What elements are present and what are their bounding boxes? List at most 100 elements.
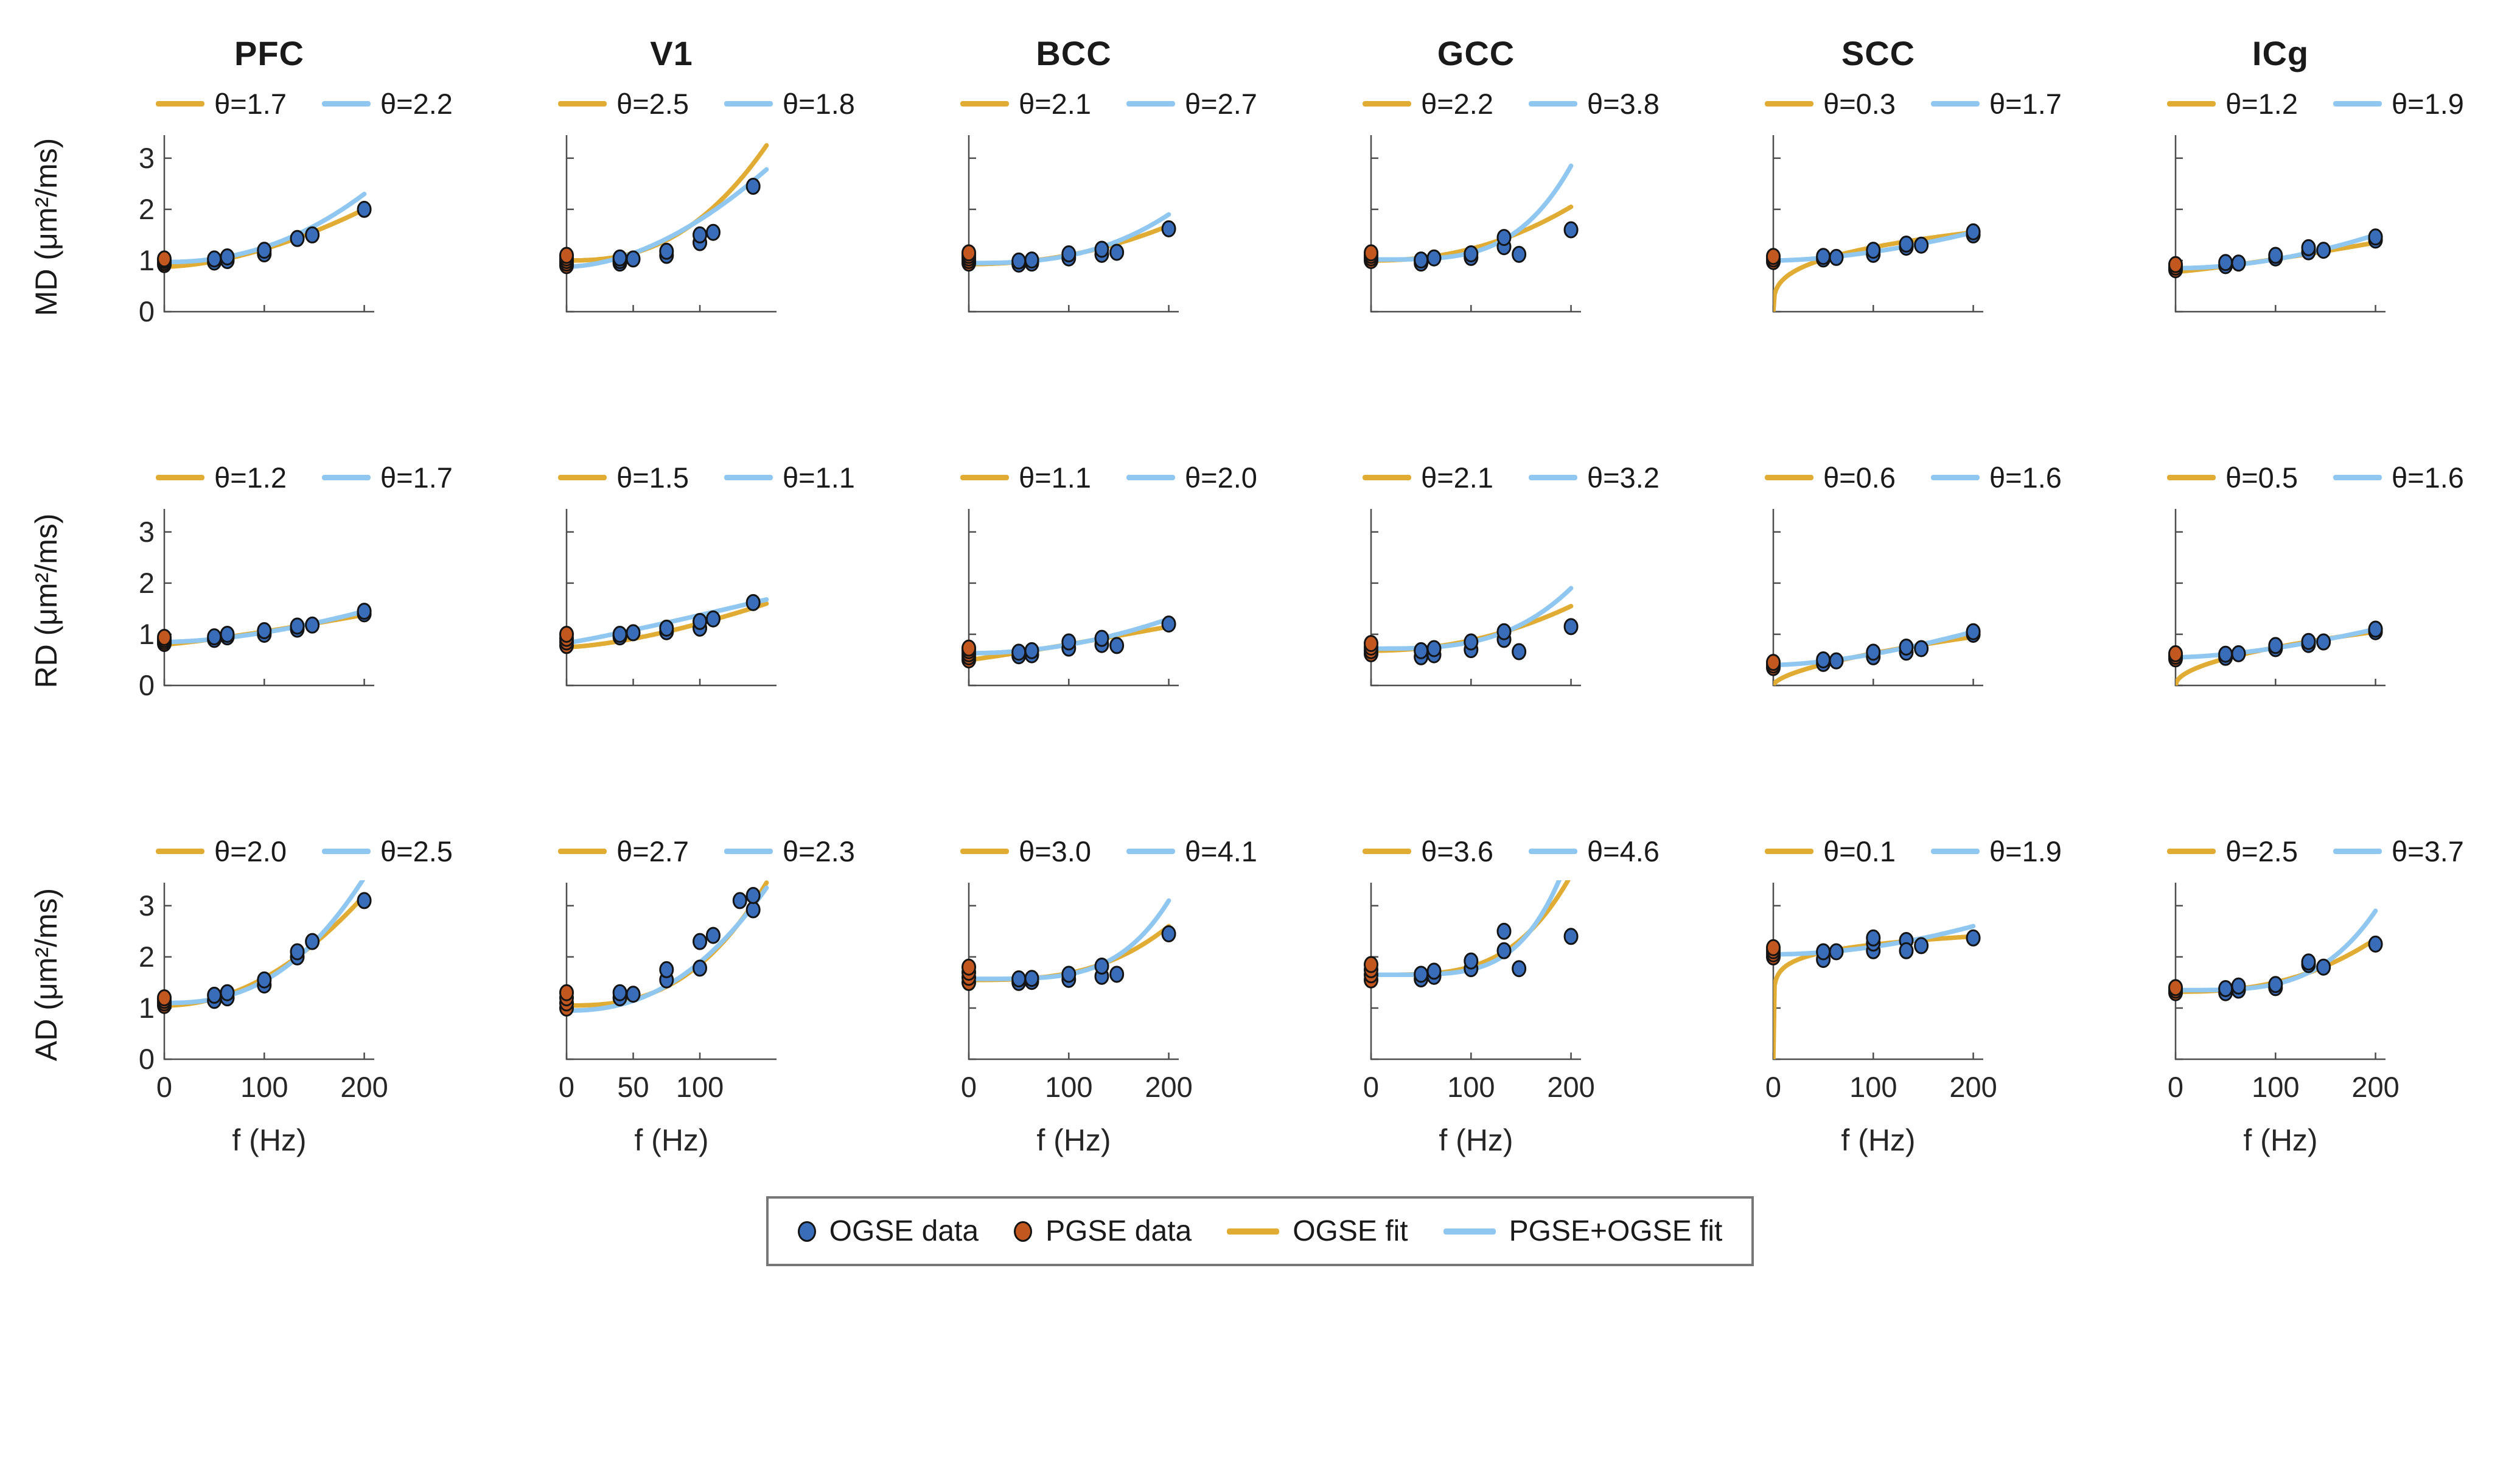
ogse-data-point bbox=[1011, 970, 1027, 988]
ogse-fit-swatch-icon bbox=[156, 848, 205, 854]
y-tick-label: 3 bbox=[139, 516, 155, 548]
legend-label: OGSE fit bbox=[1293, 1215, 1408, 1247]
y-tick-label: 2 bbox=[139, 941, 155, 973]
x-tick-label: 200 bbox=[1145, 1071, 1192, 1103]
column-title-v1: V1 bbox=[650, 34, 693, 72]
ogse-data-point bbox=[1496, 229, 1512, 247]
ogse-data-point bbox=[1094, 958, 1109, 975]
ogse-data-point bbox=[1866, 242, 1881, 259]
ogse-theta-label: θ=3.0 bbox=[1019, 835, 1091, 867]
ogse-theta-label: θ=2.0 bbox=[214, 835, 287, 867]
pgse-ogse-theta-label: θ=2.0 bbox=[1185, 461, 1257, 494]
ogse-data-point bbox=[2268, 976, 2283, 993]
pgse-ogse-fit-swatch-icon bbox=[1126, 100, 1175, 107]
x-tick-label: 0 bbox=[1765, 1071, 1781, 1103]
x-axis-label: f (Hz) bbox=[634, 1123, 708, 1157]
ogse-data-point bbox=[2368, 228, 2383, 246]
ogse-data-point bbox=[1011, 252, 1027, 270]
ogse-data-point bbox=[357, 892, 372, 909]
ogse-data-point bbox=[693, 226, 708, 244]
subplot-ad-icg: 0 100 200 f (Hz) bbox=[2168, 883, 2400, 1157]
pgse-ogse-fit-swatch-icon bbox=[724, 474, 773, 480]
ogse-theta-label: θ=2.5 bbox=[2225, 835, 2298, 867]
ogse-data-point bbox=[207, 986, 222, 1004]
pgse-ogse-fit-swatch-icon bbox=[1529, 100, 1577, 107]
pgse-data-point bbox=[1766, 939, 1781, 956]
row-md-gutter: MD (μm²/ms) bbox=[0, 78, 103, 330]
ogse-data-point bbox=[732, 892, 747, 909]
pgse-ogse-theta-label: θ=3.2 bbox=[1587, 461, 1660, 494]
ogse-data-point bbox=[2316, 242, 2331, 259]
ogse-data-point bbox=[257, 622, 272, 640]
ogse-data-point bbox=[1866, 929, 1881, 947]
ogse-data-point bbox=[207, 250, 222, 268]
ogse-data-point bbox=[1829, 943, 1844, 961]
ogse-theta-label: θ=0.3 bbox=[1823, 87, 1896, 120]
ogse-data-point bbox=[1563, 221, 1579, 239]
ogse-data-point bbox=[626, 986, 641, 1003]
x-tick-label: 0 bbox=[961, 1071, 977, 1103]
ogse-data-point bbox=[745, 901, 761, 919]
legend-label: PGSE data bbox=[1045, 1215, 1192, 1247]
plot-cell-rd-bcc: θ=1.1 θ=2.0 bbox=[908, 452, 1310, 704]
plot-cell-rd-pfc: θ=1.2 θ=1.7 0 1 2 3 bbox=[103, 452, 506, 704]
pgse-data-point bbox=[962, 958, 976, 976]
ogse-fit-swatch-icon bbox=[1363, 100, 1412, 107]
ogse-theta-label: θ=1.5 bbox=[616, 461, 689, 494]
theta-legend: θ=2.1 θ=3.2 bbox=[1310, 452, 1712, 503]
column-title-pfc: PFC bbox=[234, 34, 304, 72]
ogse-data-point bbox=[2218, 980, 2233, 997]
ogse-fit-swatch-icon bbox=[2167, 100, 2216, 107]
ogse-data-point bbox=[705, 610, 721, 628]
pgse-ogse-theta-label: θ=1.9 bbox=[1989, 835, 2062, 867]
theta-legend: θ=0.1 θ=1.9 bbox=[1712, 825, 2114, 877]
ogse-data-point bbox=[1094, 240, 1109, 258]
y-tick-label: 3 bbox=[139, 142, 155, 174]
ogse-theta-label: θ=0.6 bbox=[1823, 461, 1896, 494]
row-rd-gutter: RD (μm²/ms) bbox=[0, 452, 103, 704]
pgse-ogse-theta-label: θ=4.1 bbox=[1185, 835, 1257, 867]
ogse-fit-line-icon bbox=[1227, 1228, 1280, 1235]
ogse-fit-swatch-icon bbox=[2167, 848, 2216, 854]
pgse-ogse-fit-swatch-icon bbox=[2333, 100, 2382, 107]
subplot-md-pfc: 0 1 2 3 bbox=[139, 135, 374, 328]
legend-item-ogse-data: OGSE data bbox=[797, 1214, 979, 1248]
pgse-ogse-theta-label: θ=2.5 bbox=[380, 835, 453, 867]
ogse-data-point bbox=[612, 249, 627, 267]
x-tick-label: 0 bbox=[1363, 1071, 1379, 1103]
theta-legend: θ=1.7 θ=2.2 bbox=[103, 78, 505, 129]
plot-cell-md-gcc: θ=2.2 θ=3.8 bbox=[1310, 78, 1712, 330]
pgse-data-point bbox=[559, 625, 574, 643]
pgse-data-point bbox=[157, 250, 172, 268]
ogse-data-point bbox=[2368, 935, 2383, 953]
ogse-fit-swatch-icon bbox=[1363, 848, 1412, 854]
plot-cell-rd-gcc: θ=2.1 θ=3.2 bbox=[1310, 452, 1712, 704]
pgse-ogse-fit-swatch-icon bbox=[1931, 848, 1980, 854]
figure: PFC V1 BCC GCC SCC ICg MD (μm²/ms) θ=1.7 θ=2.2… bbox=[0, 34, 2516, 1266]
pgse-data-point bbox=[1364, 635, 1378, 653]
y-axis-label-ad: AD (μm²/ms) bbox=[29, 888, 63, 1062]
pgse-ogse-fit-swatch-icon bbox=[1931, 100, 1980, 107]
ogse-fit-swatch-icon bbox=[558, 100, 607, 107]
pgse-data-point bbox=[1364, 244, 1378, 262]
x-tick-label: 0 bbox=[156, 1071, 172, 1103]
theta-legend: θ=2.5 θ=3.7 bbox=[2115, 825, 2516, 877]
ogse-data-point bbox=[2231, 254, 2246, 272]
pgse-ogse-theta-label: θ=1.8 bbox=[783, 87, 855, 120]
ogse-data-point bbox=[2268, 247, 2283, 264]
ogse-data-point bbox=[305, 933, 320, 950]
pgse-ogse-theta-label: θ=3.7 bbox=[2392, 835, 2464, 867]
ogse-fit-swatch-icon bbox=[558, 474, 607, 480]
ogse-theta-label: θ=0.5 bbox=[2225, 461, 2298, 494]
theta-legend: θ=2.5 θ=1.8 bbox=[506, 78, 907, 129]
subplot-md-icg bbox=[2168, 135, 2386, 313]
pgse-data-point bbox=[157, 628, 172, 646]
ogse-data-point bbox=[745, 887, 761, 905]
subplot-ad-gcc: 0 100 200 f (Hz) bbox=[1363, 880, 1595, 1157]
ogse-fit-swatch-icon bbox=[1363, 474, 1412, 480]
ogse-theta-label: θ=2.7 bbox=[616, 835, 689, 867]
ogse-data-point bbox=[1816, 943, 1831, 961]
ogse-data-point bbox=[220, 984, 235, 1001]
ogse-fit-swatch-icon bbox=[2167, 474, 2216, 480]
x-axis-label: f (Hz) bbox=[1036, 1123, 1111, 1157]
